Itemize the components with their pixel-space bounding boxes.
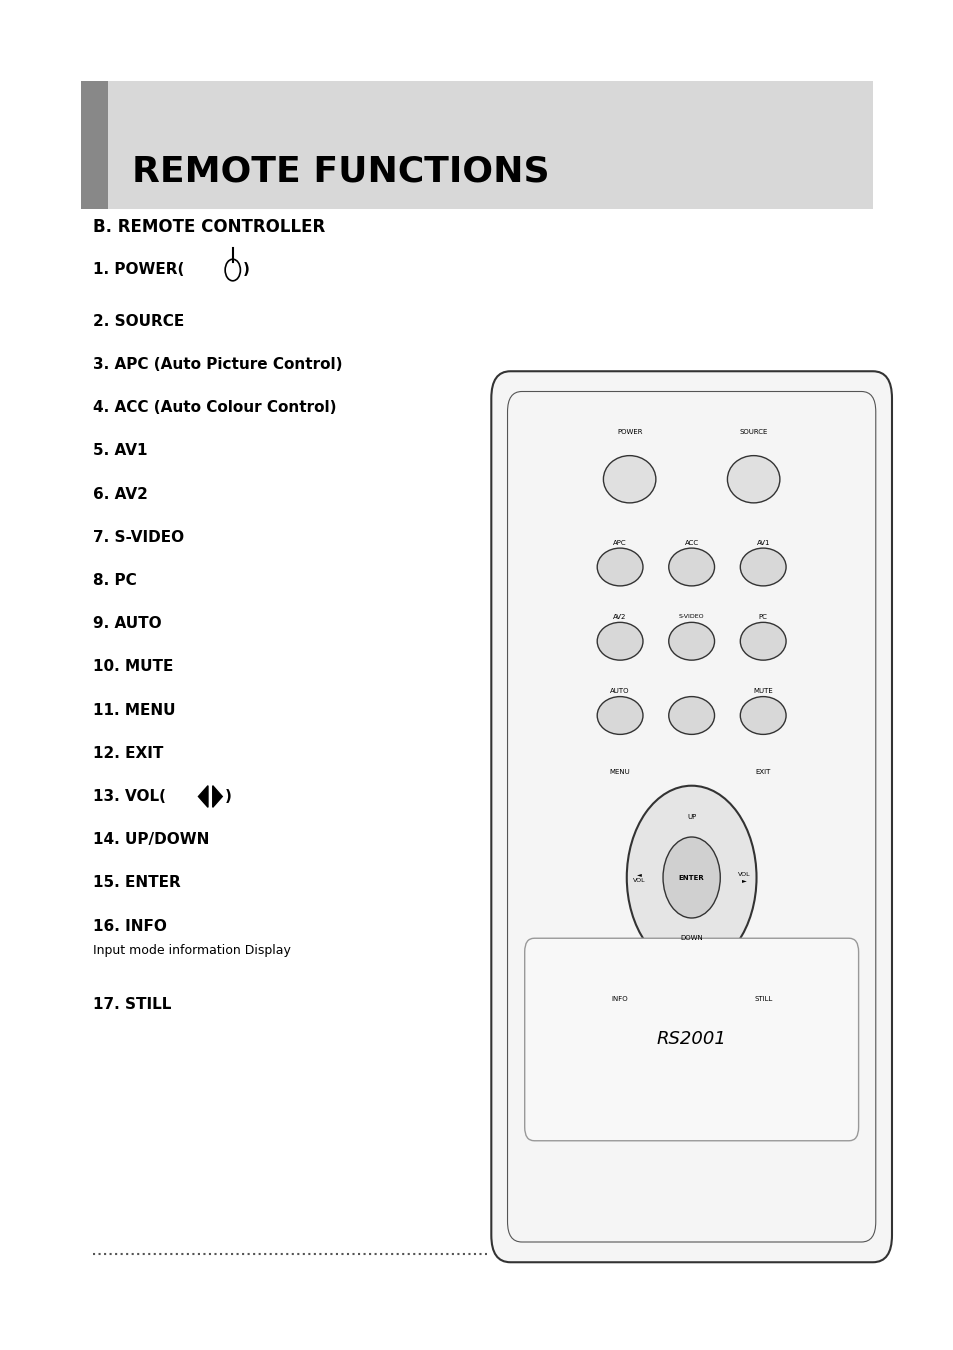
Ellipse shape <box>668 697 714 734</box>
Text: S-VIDEO: S-VIDEO <box>679 614 703 620</box>
Text: 15. ENTER: 15. ENTER <box>93 875 181 891</box>
Polygon shape <box>213 786 222 807</box>
FancyBboxPatch shape <box>491 371 891 1262</box>
Text: 13. VOL(: 13. VOL( <box>93 788 167 805</box>
Text: 9. AUTO: 9. AUTO <box>93 616 162 632</box>
Text: 2. SOURCE: 2. SOURCE <box>93 313 185 329</box>
Circle shape <box>662 837 720 918</box>
Text: Input mode information Display: Input mode information Display <box>93 944 291 957</box>
Text: STILL: STILL <box>753 996 772 1002</box>
Bar <box>81 81 108 209</box>
Ellipse shape <box>668 622 714 660</box>
Ellipse shape <box>668 548 714 586</box>
Text: 11. MENU: 11. MENU <box>93 702 175 718</box>
Text: MUTE: MUTE <box>753 688 772 694</box>
Text: SOURCE: SOURCE <box>739 429 767 435</box>
Text: ACC: ACC <box>684 540 698 545</box>
Text: B. REMOTE CONTROLLER: B. REMOTE CONTROLLER <box>93 217 325 236</box>
Text: REMOTE FUNCTIONS: REMOTE FUNCTIONS <box>132 154 549 189</box>
Ellipse shape <box>726 456 780 504</box>
Text: ◄
VOL: ◄ VOL <box>632 872 645 883</box>
Ellipse shape <box>597 548 642 586</box>
Text: RS2001: RS2001 <box>656 1030 726 1049</box>
Text: 5. AV1: 5. AV1 <box>93 443 148 459</box>
Text: DOWN: DOWN <box>679 936 702 941</box>
Text: UP: UP <box>686 814 696 819</box>
Text: APC: APC <box>613 540 626 545</box>
Text: 10. MUTE: 10. MUTE <box>93 659 173 675</box>
Ellipse shape <box>740 548 785 586</box>
Ellipse shape <box>597 697 642 734</box>
Text: AV1: AV1 <box>756 540 769 545</box>
Text: 1. POWER(: 1. POWER( <box>93 262 185 278</box>
Text: 16. INFO: 16. INFO <box>93 918 167 934</box>
Text: 4. ACC (Auto Colour Control): 4. ACC (Auto Colour Control) <box>93 400 336 416</box>
Text: ): ) <box>242 262 249 278</box>
Bar <box>81 81 872 209</box>
Text: 12. EXIT: 12. EXIT <box>93 745 164 761</box>
Text: VOL
►: VOL ► <box>737 872 750 883</box>
Text: POWER: POWER <box>617 429 641 435</box>
Text: 6. AV2: 6. AV2 <box>93 486 149 502</box>
Text: ): ) <box>225 788 232 805</box>
Text: 7. S-VIDEO: 7. S-VIDEO <box>93 529 185 545</box>
Circle shape <box>225 259 240 281</box>
Text: 3. APC (Auto Picture Control): 3. APC (Auto Picture Control) <box>93 356 343 373</box>
Ellipse shape <box>599 1007 639 1040</box>
Text: 17. STILL: 17. STILL <box>93 996 172 1012</box>
FancyBboxPatch shape <box>524 938 858 1141</box>
Text: AUTO: AUTO <box>610 688 629 694</box>
Circle shape <box>626 786 756 969</box>
Text: 14. UP/DOWN: 14. UP/DOWN <box>93 832 210 848</box>
Text: EXIT: EXIT <box>755 769 770 775</box>
Text: AV2: AV2 <box>613 614 626 620</box>
Ellipse shape <box>740 622 785 660</box>
Text: INFO: INFO <box>611 996 628 1002</box>
Text: ENTER: ENTER <box>679 875 703 880</box>
Text: PC: PC <box>758 614 767 620</box>
Ellipse shape <box>603 456 656 504</box>
Ellipse shape <box>597 622 642 660</box>
Text: 8. PC: 8. PC <box>93 572 137 589</box>
Ellipse shape <box>740 697 785 734</box>
Polygon shape <box>198 786 208 807</box>
Text: MENU: MENU <box>609 769 630 775</box>
Ellipse shape <box>742 1007 782 1040</box>
